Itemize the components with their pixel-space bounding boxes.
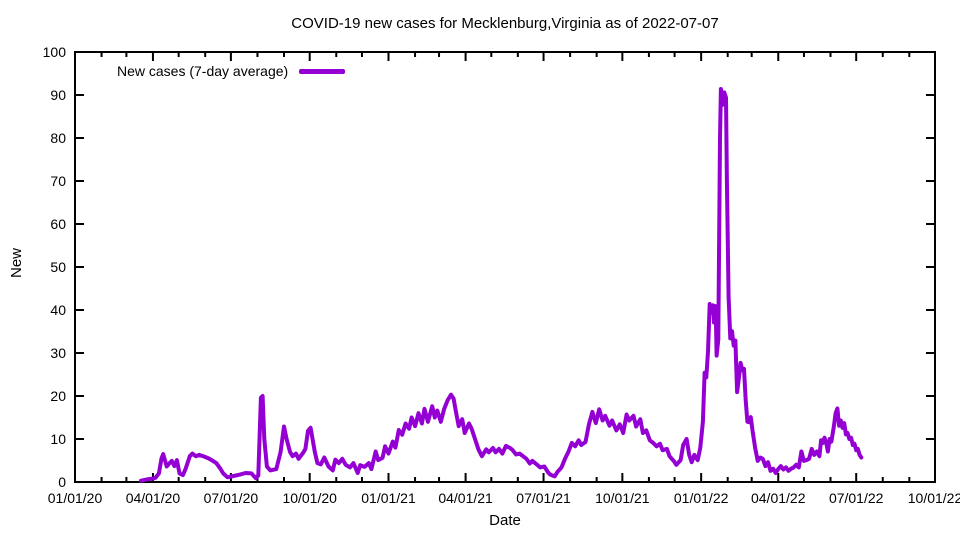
y-axis-title: New — [8, 248, 25, 279]
x-tick-label: 10/01/20 — [282, 490, 337, 506]
x-tick-label: 01/01/22 — [674, 490, 729, 506]
x-tick-label: 07/01/20 — [204, 490, 259, 506]
x-tick-label: 01/01/21 — [361, 490, 416, 506]
y-tick-label: 90 — [50, 87, 66, 103]
legend-line-sample — [299, 68, 346, 74]
x-tick-label: 10/01/21 — [595, 490, 650, 506]
legend-series-label: New cases (7-day average) — [117, 63, 289, 79]
y-tick-label: 30 — [50, 345, 66, 361]
y-tick-label: 50 — [50, 259, 66, 275]
y-tick-label: 40 — [50, 302, 66, 318]
y-tick-label: 0 — [58, 474, 66, 490]
x-tick-label: 04/01/20 — [126, 490, 181, 506]
x-tick-label: 10/01/22 — [908, 490, 960, 506]
y-tick-label: 80 — [50, 130, 66, 146]
y-tick-label: 20 — [50, 388, 66, 404]
legend: New cases (7-day average) — [117, 63, 346, 79]
x-tick-label: 07/01/21 — [516, 490, 571, 506]
data-line — [139, 87, 864, 483]
x-tick-label: 01/01/20 — [48, 490, 103, 506]
x-axis-title: Date — [489, 512, 521, 529]
plot-border — [74, 51, 936, 483]
y-tick-label: 10 — [50, 431, 66, 447]
y-tick-label: 60 — [50, 216, 66, 232]
y-tick-label: 70 — [50, 173, 66, 189]
x-tick-label: 04/01/21 — [438, 490, 493, 506]
chart-title: COVID-19 new cases for Mecklenburg,Virgi… — [291, 15, 719, 32]
x-tick-label: 04/01/22 — [751, 490, 806, 506]
x-tick-label: 07/01/22 — [829, 490, 884, 506]
y-tick-label: 100 — [43, 44, 67, 60]
